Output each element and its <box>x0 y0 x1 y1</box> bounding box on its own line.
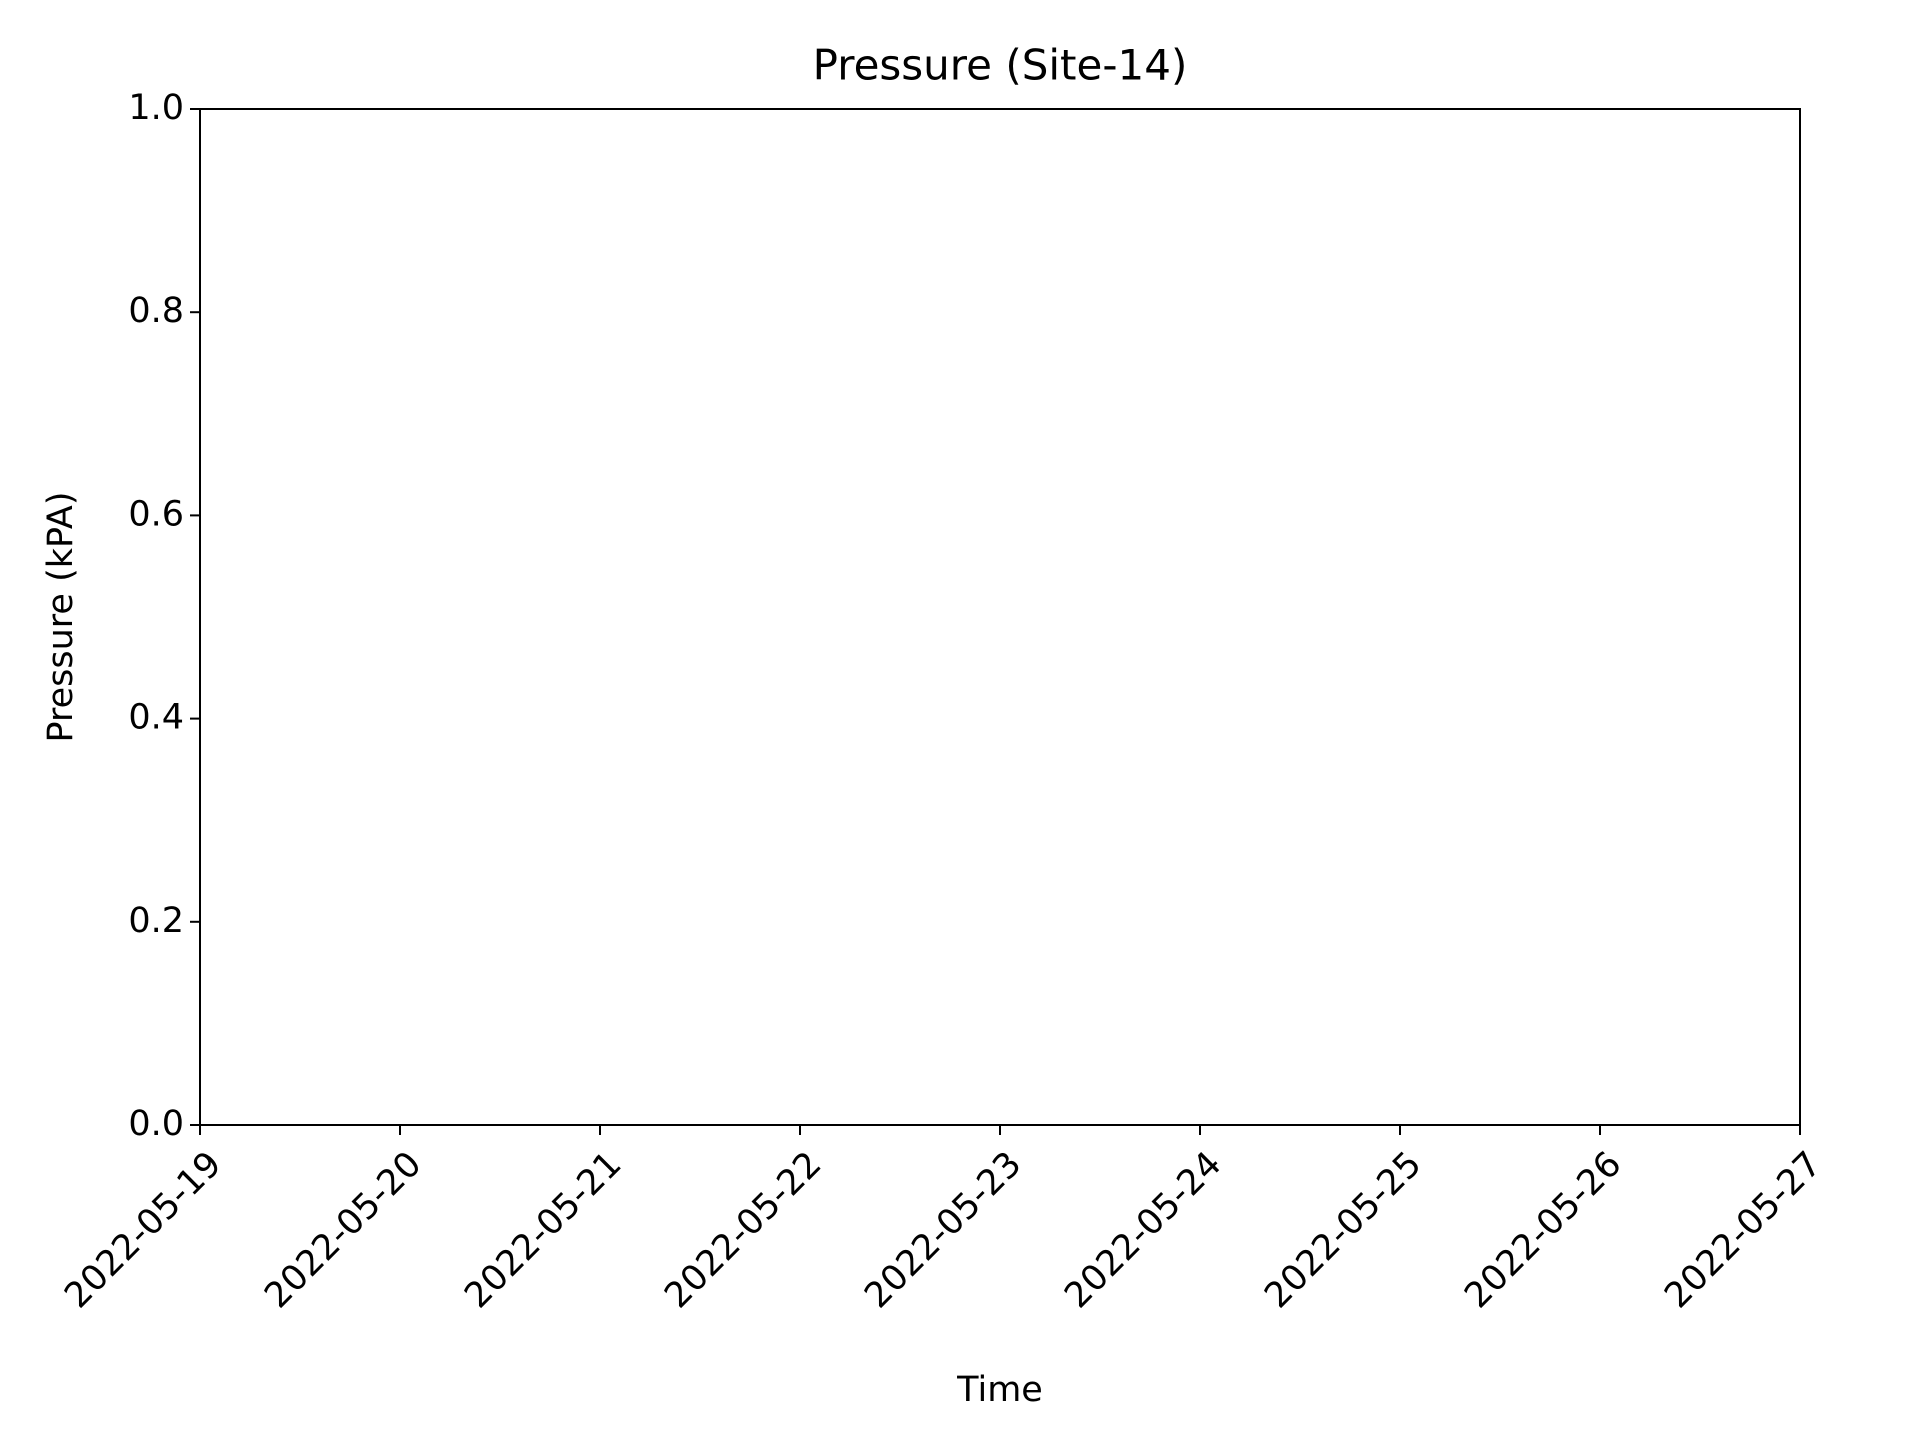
x-axis-label: Time <box>956 1370 1043 1410</box>
y-tick-label: 0.2 <box>128 901 184 941</box>
x-tick-label: 2022-05-24 <box>1057 1144 1229 1316</box>
x-tick-label: 2022-05-20 <box>257 1144 429 1316</box>
x-tick-label: 2022-05-21 <box>457 1144 629 1316</box>
x-tick-label: 2022-05-27 <box>1657 1144 1829 1316</box>
y-tick-label: 0.6 <box>128 494 184 534</box>
x-tick-label: 2022-05-22 <box>657 1144 829 1316</box>
y-tick-label: 0.4 <box>128 698 184 738</box>
y-axis-label: Pressure (kPA) <box>41 492 81 743</box>
y-tick-label: 0.0 <box>128 1104 184 1144</box>
chart-title: Pressure (Site-14) <box>813 41 1188 90</box>
y-tick-label: 1.0 <box>128 88 184 128</box>
x-tick-label: 2022-05-26 <box>1457 1144 1629 1316</box>
x-tick-label: 2022-05-23 <box>857 1144 1029 1316</box>
x-tick-label: 2022-05-19 <box>57 1144 229 1316</box>
plot-frame <box>199 108 1801 1126</box>
x-tick-label: 2022-05-25 <box>1257 1144 1429 1316</box>
y-tick-label: 0.8 <box>128 291 184 331</box>
